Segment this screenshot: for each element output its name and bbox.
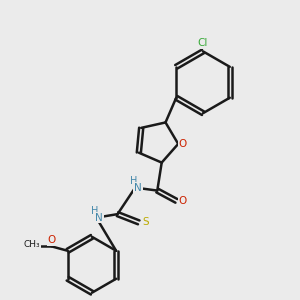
Text: CH₃: CH₃: [23, 240, 40, 249]
Text: H: H: [130, 176, 137, 186]
Text: N: N: [134, 183, 142, 193]
Text: H: H: [91, 206, 98, 216]
Text: O: O: [178, 139, 187, 149]
Text: S: S: [142, 218, 148, 227]
Text: O: O: [47, 235, 56, 245]
Text: N: N: [95, 213, 103, 223]
Text: O: O: [179, 196, 187, 206]
Text: Cl: Cl: [198, 38, 208, 48]
